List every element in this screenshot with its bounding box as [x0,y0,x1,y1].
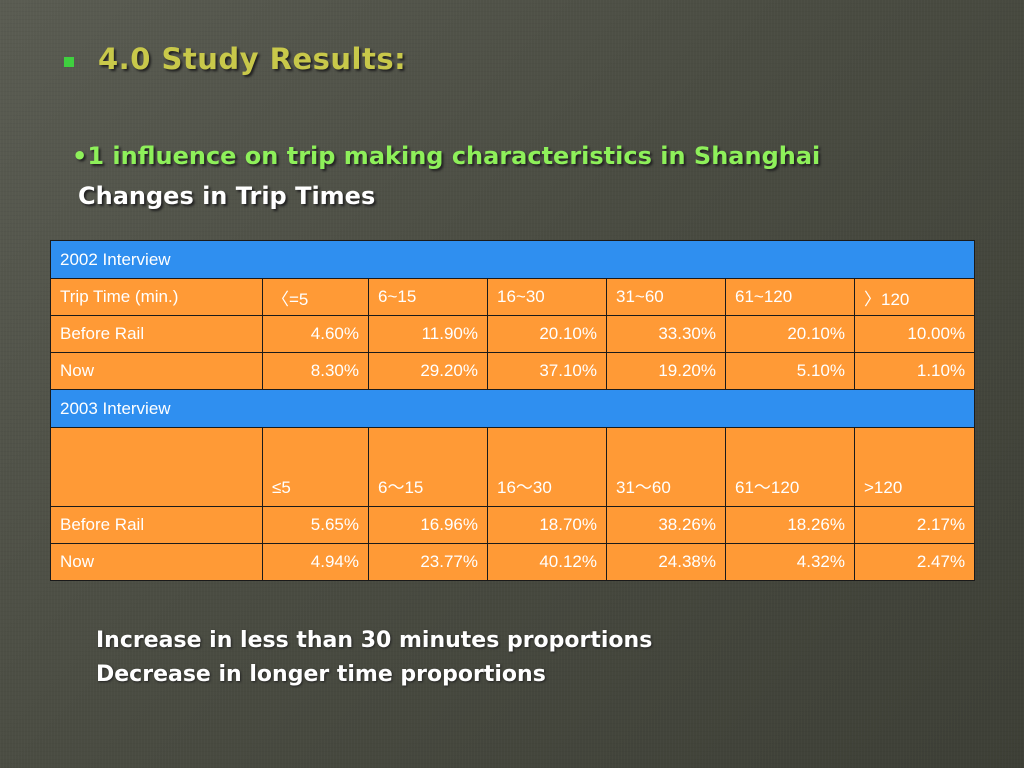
value-cell: 4.94% [262,543,369,581]
value-cell: 4.32% [725,543,855,581]
value-cell: 2.17% [853,506,976,544]
value-cell: 4.60% [262,315,369,353]
value-cell: 2.47% [853,543,976,581]
value-cell: 5.65% [262,506,369,544]
header-cell: Trip Time (min.) [50,278,263,316]
header-cell: 31～60 [606,427,726,507]
value-cell: 16.96% [368,506,488,544]
trip-times-grid: 2002 Interview Trip Time (min.) 〈=5 6~15… [49,240,976,581]
note-line: Increase in less than 30 minutes proport… [96,628,653,653]
note-line: Decrease in longer time proportions [96,662,546,687]
value-cell: 18.26% [725,506,855,544]
subheading: •1 influence on trip making characterist… [72,142,821,170]
value-cell: 8.30% [262,352,369,390]
value-cell: 24.38% [606,543,726,581]
value-cell: 29.20% [368,352,488,390]
trip-times-table: 2002 Interview Trip Time (min.) 〈=5 6~15… [49,240,976,581]
table-row: Before Rail 4.60% 11.90% 20.10% 33.30% 2… [50,315,976,353]
value-cell: 19.20% [606,352,726,390]
row-label: Now [50,543,263,581]
row-label: Now [50,352,263,390]
header-cell: 6～15 [368,427,488,507]
value-cell: 40.12% [487,543,607,581]
value-cell: 18.70% [487,506,607,544]
header-cell: 〈=5 [262,278,369,316]
table-row: Before Rail 5.65% 16.96% 18.70% 38.26% 1… [50,506,976,544]
header-cell: 6~15 [368,278,488,316]
value-cell: 20.10% [725,315,855,353]
header-cell: 16~30 [487,278,607,316]
header-cell: ≤5 [262,427,369,507]
column-header-row: ≤5 6～15 16～30 31～60 61～120 >120 [50,427,976,507]
value-cell: 10.00% [853,315,976,353]
value-cell: 11.90% [368,315,488,353]
value-cell: 23.77% [368,543,488,581]
table-row: Now 4.94% 23.77% 40.12% 24.38% 4.32% 2.4… [50,543,976,581]
header-cell: 〉120 [853,278,976,316]
notes-block: Increase in less than 30 minutes proport… [96,624,652,692]
page-title: 4.0 Study Results: [98,42,407,76]
value-cell: 20.10% [487,315,607,353]
row-label: Before Rail [50,315,263,353]
section-title: 2003 Interview [49,389,976,428]
header-cell: >120 [853,427,976,507]
table-subtitle: Changes in Trip Times [78,182,376,210]
header-cell: 31~60 [606,278,726,316]
header-cell: 61~120 [725,278,855,316]
table-row: Now 8.30% 29.20% 37.10% 19.20% 5.10% 1.1… [50,352,976,390]
header-cell: 61～120 [725,427,855,507]
row-label: Before Rail [50,506,263,544]
value-cell: 37.10% [487,352,607,390]
value-cell: 38.26% [606,506,726,544]
section-header-row: 2003 Interview [49,389,976,428]
header-cell: 16～30 [487,427,607,507]
header-cell [50,427,263,507]
bullet-square-icon [64,57,74,67]
section-header-row: 2002 Interview [49,240,976,279]
value-cell: 5.10% [725,352,855,390]
value-cell: 1.10% [853,352,976,390]
column-header-row: Trip Time (min.) 〈=5 6~15 16~30 31~60 61… [50,278,976,316]
title-row: 4.0 Study Results: [64,42,406,76]
value-cell: 33.30% [606,315,726,353]
section-title: 2002 Interview [49,240,976,279]
